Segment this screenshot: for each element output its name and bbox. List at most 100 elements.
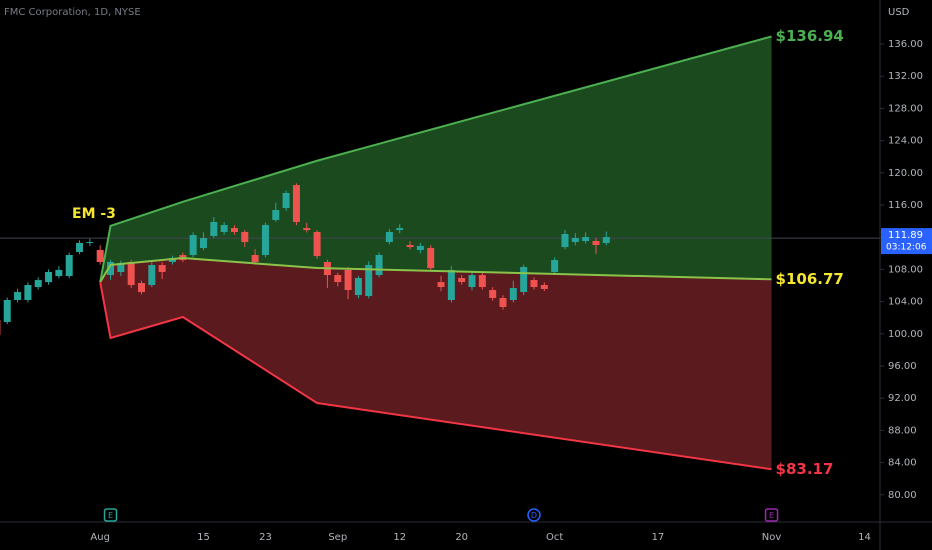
candle-body <box>551 259 559 272</box>
candle-body <box>168 257 176 263</box>
candle-body <box>344 269 352 291</box>
event-label: E <box>108 511 113 520</box>
candle-body <box>199 238 207 249</box>
candle-body <box>282 193 290 208</box>
candle-body <box>158 264 166 272</box>
price-tag-label: 111.89 <box>888 230 923 241</box>
candle-body <box>65 255 73 277</box>
candle-body <box>489 290 497 298</box>
y-tick-label: 84.00 <box>888 458 917 469</box>
band-end-label: $136.94 <box>776 27 844 45</box>
y-tick-label: 88.00 <box>888 425 917 436</box>
candle-body <box>478 275 486 288</box>
candle-body <box>86 242 94 244</box>
candle-body <box>230 228 238 232</box>
candle-body <box>24 285 32 300</box>
candle-body <box>292 185 300 223</box>
lower-zone <box>100 257 772 470</box>
candle-body <box>509 288 517 300</box>
candle-body <box>189 235 197 256</box>
candle-body <box>375 255 383 276</box>
x-tick-label: 14 <box>858 532 871 543</box>
event-marker <box>527 508 541 522</box>
y-tick-label: 96.00 <box>888 361 917 372</box>
candle-body <box>396 228 404 231</box>
candle-body <box>561 233 569 248</box>
candle-body <box>261 224 269 256</box>
x-tick-label: Oct <box>546 532 563 543</box>
candle-body <box>3 299 11 322</box>
candle-body <box>334 275 342 283</box>
candle-body <box>55 269 63 277</box>
x-tick-label: Nov <box>762 532 782 543</box>
y-tick-label: 80.00 <box>888 490 917 501</box>
x-tick-label: 20 <box>455 532 468 543</box>
event-label: D <box>531 511 537 520</box>
band-line <box>99 35 772 283</box>
plot-area <box>0 35 880 471</box>
y-tick-label: 116.00 <box>888 200 923 211</box>
y-tick-label: 104.00 <box>888 297 923 308</box>
candle-body <box>210 222 218 237</box>
candle-body <box>354 278 362 296</box>
y-tick-label: 132.00 <box>888 71 923 82</box>
band-line <box>99 256 772 283</box>
candle-body <box>416 245 424 251</box>
y-tick-label: 108.00 <box>888 264 923 275</box>
x-tick-label: Aug <box>90 532 110 543</box>
candle-body <box>127 262 135 286</box>
event-marker <box>103 508 118 522</box>
candle-body <box>447 269 455 300</box>
candle-body <box>45 271 53 283</box>
event-label: E <box>769 511 774 520</box>
candle-body <box>427 248 435 269</box>
y-tick-label: 92.00 <box>888 393 917 404</box>
candle-body <box>303 228 311 231</box>
candle-body <box>458 278 466 283</box>
candle-body <box>365 264 373 296</box>
candle-body <box>272 210 280 220</box>
candle-body <box>385 231 393 243</box>
y-tick-label: 128.00 <box>888 103 923 114</box>
x-tick-label: 17 <box>652 532 665 543</box>
chart-title: FMC Corporation, 1D, NYSE <box>4 7 141 18</box>
y-tick-label: 136.00 <box>888 39 923 50</box>
candle-body <box>96 250 104 263</box>
event-marker <box>764 508 779 522</box>
upper-zone <box>100 36 772 283</box>
x-tick-label: 12 <box>393 532 406 543</box>
x-tick-label: 23 <box>259 532 272 543</box>
candle-body <box>406 245 414 248</box>
candle-body <box>602 237 610 244</box>
candle-body <box>241 231 249 243</box>
candle-body <box>117 262 125 272</box>
candle-body <box>220 224 228 232</box>
band-line <box>99 281 772 471</box>
candle-body <box>148 264 156 286</box>
annotation: EM -3 <box>72 206 116 222</box>
candle-body <box>437 282 445 288</box>
candle-body <box>251 255 259 263</box>
candle-body <box>582 237 590 241</box>
x-tick-label: 15 <box>197 532 210 543</box>
price-tag <box>881 228 932 255</box>
candle-body <box>138 283 146 293</box>
candle-body <box>14 292 22 300</box>
countdown: 03:12:06 <box>886 243 927 253</box>
x-tick-label: Sep <box>328 532 347 543</box>
y-tick-label: 124.00 <box>888 136 923 147</box>
candle-body <box>34 280 42 288</box>
band-end-label: $106.77 <box>776 270 844 288</box>
y-tick-label: 120.00 <box>888 168 923 179</box>
candle-body <box>530 280 538 288</box>
candle-body <box>313 231 321 257</box>
candle-body <box>520 266 528 293</box>
currency: USD <box>888 7 910 18</box>
candle-body <box>468 275 476 288</box>
candle-body <box>592 240 600 246</box>
candle-body <box>499 297 507 308</box>
candle-body <box>571 238 579 243</box>
candle-body <box>76 243 84 253</box>
candle-body <box>107 262 115 276</box>
